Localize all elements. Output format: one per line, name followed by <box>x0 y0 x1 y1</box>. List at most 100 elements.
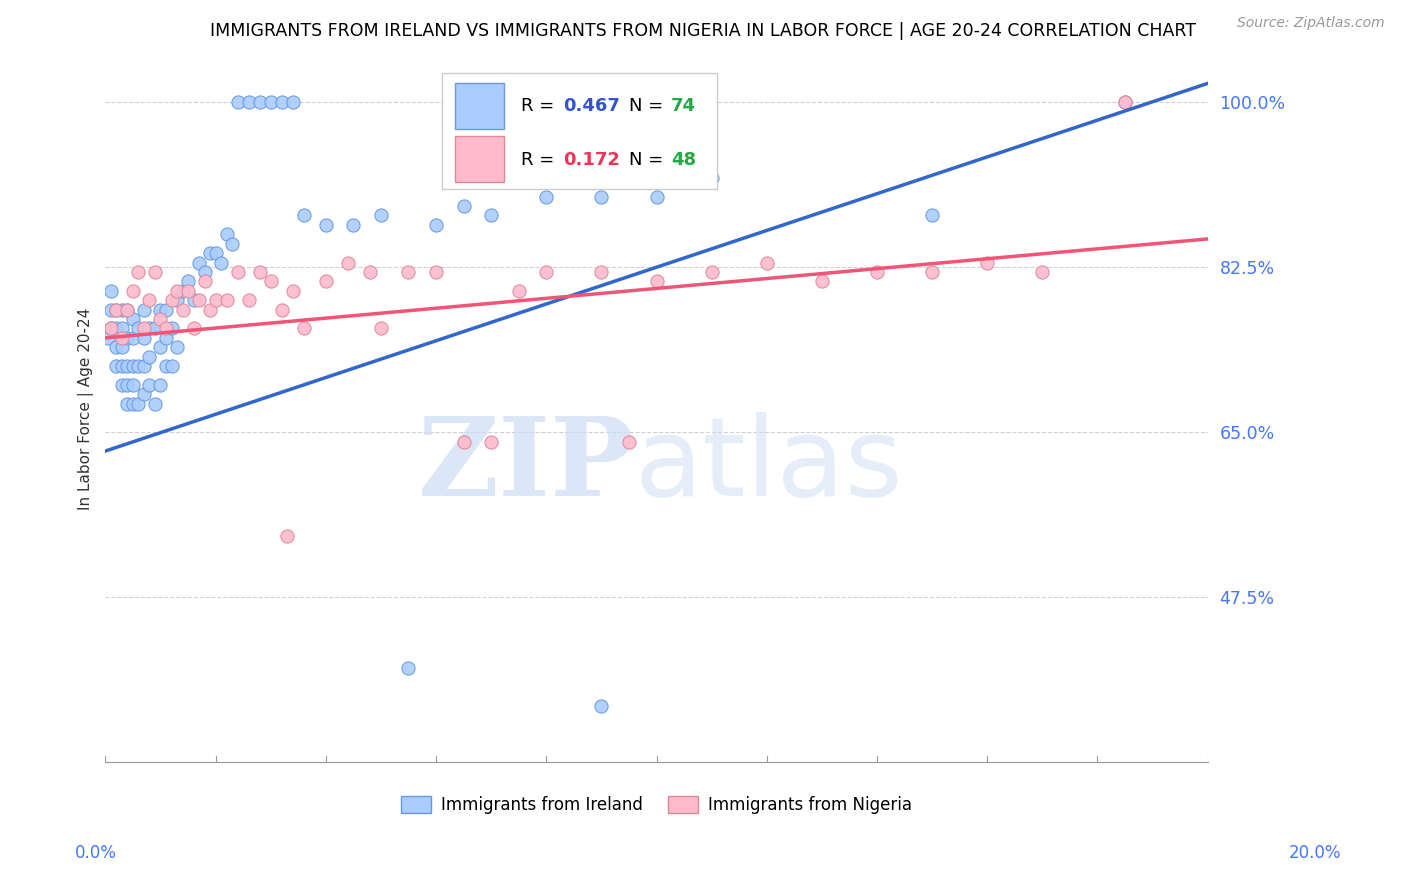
Text: 0.0%: 0.0% <box>75 844 117 862</box>
Point <box>755 255 778 269</box>
Text: 0.172: 0.172 <box>562 151 620 169</box>
Point <box>122 331 145 345</box>
Point <box>336 255 359 269</box>
Text: N =: N = <box>628 151 669 169</box>
Point <box>453 434 475 449</box>
Point <box>215 293 238 308</box>
Point <box>127 321 149 335</box>
Y-axis label: In Labor Force | Age 20-24: In Labor Force | Age 20-24 <box>79 308 94 509</box>
Point <box>143 265 166 279</box>
Point <box>921 208 943 222</box>
Text: 20.0%: 20.0% <box>1288 844 1341 862</box>
Point <box>111 331 134 345</box>
Point <box>172 284 194 298</box>
Text: N =: N = <box>628 97 669 115</box>
Point <box>292 208 315 222</box>
Point <box>177 284 200 298</box>
Text: Source: ZipAtlas.com: Source: ZipAtlas.com <box>1237 16 1385 30</box>
Point <box>700 265 723 279</box>
Point <box>188 293 211 308</box>
Point <box>194 265 217 279</box>
Point <box>260 95 283 110</box>
Point <box>105 302 128 317</box>
Point <box>117 378 139 392</box>
Point <box>132 387 155 401</box>
Point <box>127 359 149 374</box>
Point <box>111 340 134 354</box>
Point <box>591 189 613 203</box>
Point <box>122 284 145 298</box>
Point <box>281 284 304 298</box>
Point <box>238 293 260 308</box>
Point <box>138 378 160 392</box>
Point <box>117 302 139 317</box>
Text: ZIP: ZIP <box>418 412 634 518</box>
FancyBboxPatch shape <box>454 84 505 129</box>
Point <box>127 397 149 411</box>
Point <box>453 199 475 213</box>
Point <box>194 274 217 288</box>
Point <box>132 359 155 374</box>
Point <box>149 312 172 326</box>
Point <box>645 274 668 288</box>
Point <box>398 661 420 675</box>
Point <box>508 284 530 298</box>
Text: atlas: atlas <box>634 412 903 518</box>
Point <box>811 274 834 288</box>
Point <box>155 359 177 374</box>
Point <box>122 397 145 411</box>
Text: 48: 48 <box>671 151 696 169</box>
Point <box>100 321 122 335</box>
Point <box>117 359 139 374</box>
Point <box>149 302 172 317</box>
Point <box>238 95 260 110</box>
Point <box>122 312 145 326</box>
Point <box>160 321 183 335</box>
Point <box>111 359 134 374</box>
Point <box>105 359 128 374</box>
Point <box>117 331 139 345</box>
Point <box>209 255 232 269</box>
Point <box>1031 265 1053 279</box>
Text: IMMIGRANTS FROM IRELAND VS IMMIGRANTS FROM NIGERIA IN LABOR FORCE | AGE 20-24 CO: IMMIGRANTS FROM IRELAND VS IMMIGRANTS FR… <box>209 22 1197 40</box>
Point <box>536 189 558 203</box>
Point <box>111 378 134 392</box>
Point <box>177 274 200 288</box>
Point <box>100 321 122 335</box>
Point <box>111 302 134 317</box>
Point <box>221 236 243 251</box>
Point <box>260 274 283 288</box>
Point <box>591 698 613 713</box>
Text: R =: R = <box>522 97 560 115</box>
Point <box>155 321 177 335</box>
Point <box>479 434 502 449</box>
Point <box>1114 95 1136 110</box>
Point <box>183 293 205 308</box>
Point <box>172 302 194 317</box>
FancyBboxPatch shape <box>454 136 505 182</box>
Point <box>276 529 298 543</box>
Point <box>138 321 160 335</box>
Point <box>425 218 447 232</box>
Point <box>359 265 381 279</box>
Text: 74: 74 <box>671 97 696 115</box>
Point <box>160 359 183 374</box>
Legend: Immigrants from Ireland, Immigrants from Nigeria: Immigrants from Ireland, Immigrants from… <box>395 789 918 821</box>
Text: R =: R = <box>522 151 560 169</box>
Point <box>198 246 221 260</box>
Point <box>479 208 502 222</box>
Point <box>198 302 221 317</box>
Point <box>270 95 292 110</box>
Point <box>398 265 420 279</box>
Point <box>132 302 155 317</box>
Point <box>105 340 128 354</box>
Point <box>249 265 271 279</box>
Point <box>166 293 188 308</box>
Point <box>117 397 139 411</box>
Point <box>111 321 134 335</box>
Point <box>204 246 226 260</box>
Point <box>138 350 160 364</box>
Point <box>160 293 183 308</box>
Point <box>117 302 139 317</box>
Point <box>315 218 337 232</box>
